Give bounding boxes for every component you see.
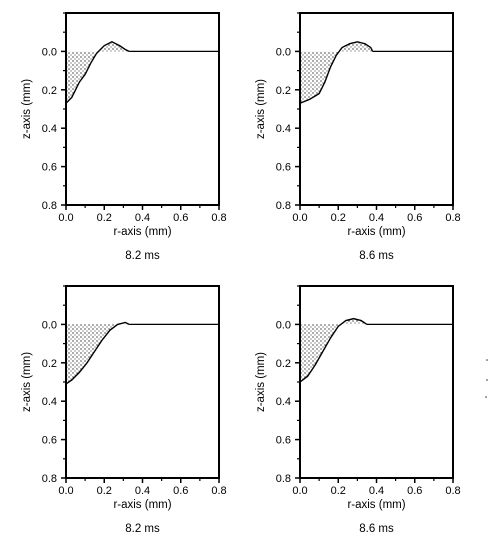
scan-speck (485, 396, 487, 398)
y-axis-label: z-axis (mm) (21, 79, 33, 139)
plot-frame (65, 12, 220, 206)
velocity-field-region (300, 318, 367, 382)
y-tick-label: 0.0 (276, 46, 291, 58)
chart-panel-4: 0.0 0.2 0.4 0.6 0.80.00.20.40.60.8r-axis (mm… (255, 285, 461, 535)
x-tick-label: 0.6 (407, 485, 422, 497)
velocity-field-region (300, 41, 373, 104)
velocity-field-region (66, 41, 130, 104)
x-axis-label: r-axis (mm) (113, 499, 171, 511)
x-tick-label: 0.4 (135, 212, 150, 224)
y-tick-label: 0.0 (42, 46, 57, 58)
x-tick-label: 0.4 (135, 485, 150, 497)
velocity-field-region (66, 322, 130, 384)
y-tick-label: 0.0 (276, 319, 291, 331)
y-tick-label: 0.2 (276, 358, 291, 370)
x-tick-label: 0.4 (369, 212, 384, 224)
y-tick-label: 0.4 (42, 396, 57, 408)
melt-pool-boundary (300, 41, 374, 104)
x-tick-label: 0.2 (331, 212, 346, 224)
y-axis-label: z-axis (mm) (21, 352, 33, 412)
plot-frame (299, 285, 454, 479)
x-axis-label: r-axis (mm) (113, 226, 171, 238)
x-tick-label: 0.2 (97, 212, 112, 224)
x-tick-label: 0.6 (173, 212, 188, 224)
x-tick-label: 0.8 (211, 212, 226, 224)
melt-pool-boundary (66, 41, 130, 104)
y-tick-label: 0.6 (42, 162, 57, 174)
y-tick-label: 0.4 (42, 123, 57, 135)
x-tick-label: 0.0 (58, 485, 73, 497)
y-tick-label: 0.4 (276, 123, 291, 135)
melt-pool-boundary (300, 317, 368, 383)
x-tick-label: 0.0 (58, 212, 73, 224)
chart-panel-3: 0.0 0.2 0.4 0.6 0.80.00.20.40.60.8r-axis (mm… (21, 285, 227, 535)
y-tick-label: 0.8 (276, 200, 291, 212)
x-tick-label: 0.2 (331, 485, 346, 497)
scan-speck (486, 359, 488, 361)
y-tick-label: 0.6 (276, 162, 291, 174)
x-tick-label: 0.6 (407, 212, 422, 224)
x-axis-label: r-axis (mm) (347, 226, 405, 238)
x-tick-label: 0.8 (445, 212, 460, 224)
y-axis-label: z-axis (mm) (255, 352, 267, 412)
plot-frame (65, 285, 220, 479)
y-axis-label: z-axis (mm) (255, 79, 267, 139)
time-caption: 8.6 ms (359, 523, 394, 535)
x-tick-label: 0.0 (292, 485, 307, 497)
scan-speck (486, 379, 488, 381)
y-tick-label: 0.4 (276, 396, 291, 408)
time-caption: 8.2 ms (125, 523, 160, 535)
y-tick-label: 0.2 (276, 85, 291, 97)
y-tick-label: 0.0 (42, 319, 57, 331)
time-caption: 8.2 ms (125, 250, 160, 262)
y-tick-label: 0.2 (42, 85, 57, 97)
x-tick-label: 0.0 (292, 212, 307, 224)
y-tick-label: 0.8 (276, 473, 291, 485)
y-tick-label: 0.8 (42, 473, 57, 485)
melt-pool-boundary (66, 321, 130, 385)
x-tick-label: 0.8 (445, 485, 460, 497)
x-tick-label: 0.8 (211, 485, 226, 497)
x-tick-label: 0.2 (97, 485, 112, 497)
y-tick-label: 0.2 (42, 358, 57, 370)
y-tick-label: 0.6 (276, 435, 291, 447)
y-tick-label: 0.6 (42, 435, 57, 447)
chart-panel-2: 0.0 0.2 0.4 0.6 0.80.00.20.40.60.8r-axis (mm… (255, 12, 461, 262)
y-tick-label: 0.8 (42, 200, 57, 212)
x-tick-label: 0.4 (369, 485, 384, 497)
time-caption: 8.6 ms (359, 250, 394, 262)
plot-frame (299, 12, 454, 206)
x-axis-label: r-axis (mm) (347, 499, 405, 511)
x-tick-label: 0.6 (173, 485, 188, 497)
chart-panel-1: 0.0 0.2 0.4 0.6 0.80.00.20.40.60.8r-axis (mm… (21, 12, 227, 262)
